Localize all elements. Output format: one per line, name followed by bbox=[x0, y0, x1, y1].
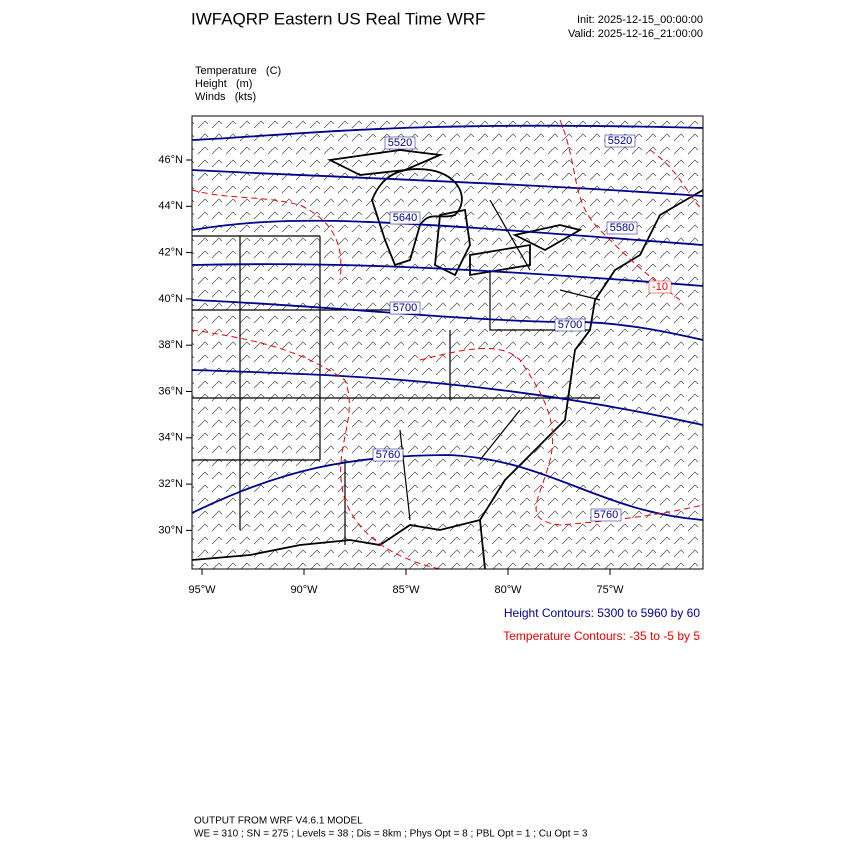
footer-model: OUTPUT FROM WRF V4.6.1 MODEL bbox=[194, 816, 363, 827]
height-contour-label: 5520 bbox=[608, 135, 632, 147]
height-contour-label: 5760 bbox=[376, 449, 400, 461]
lon-label: 75°W bbox=[596, 584, 624, 596]
coastlines bbox=[192, 149, 703, 569]
contour-label-box bbox=[372, 448, 404, 462]
temperature-legend: Temperature Contours: -35 to -5 by 5 bbox=[503, 629, 700, 643]
temperature-contour-label: -10 bbox=[652, 281, 668, 293]
lat-label: 42°N bbox=[158, 247, 183, 259]
lat-label: 34°N bbox=[158, 432, 183, 444]
height-contour-label: 5520 bbox=[388, 137, 412, 149]
contour-labels: 5520 5520 5640 5580 5700 5700 5760 5760 -10 bbox=[372, 134, 672, 522]
lat-label: 30°N bbox=[158, 524, 183, 536]
field-label: Height (m) bbox=[195, 78, 252, 90]
contour-label-box bbox=[384, 136, 416, 150]
lat-label: 36°N bbox=[158, 385, 183, 397]
contour-label-box bbox=[606, 221, 638, 235]
title: IWFAQRP Eastern US Real Time WRF bbox=[191, 9, 485, 28]
temperature-contours bbox=[192, 119, 703, 569]
contour-label-box bbox=[389, 211, 421, 225]
wind-barbs bbox=[192, 116, 703, 569]
init-time: Init: 2025-12-15_00:00:00 bbox=[577, 14, 703, 26]
lat-label: 46°N bbox=[158, 154, 183, 166]
valid-time: Valid: 2025-12-16_21:00:00 bbox=[568, 28, 703, 40]
field-label: Winds (kts) bbox=[195, 91, 256, 103]
footer-settings: WE = 310 ; SN = 275 ; Levels = 38 ; Dis … bbox=[194, 829, 588, 840]
lat-label: 32°N bbox=[158, 478, 183, 490]
contour-label-box bbox=[648, 280, 672, 294]
field-label: Temperature (C) bbox=[195, 65, 281, 77]
contour-label-box bbox=[554, 318, 586, 332]
axis-ticks: 46°N 44°N 42°N 40°N 38°N 36°N 34°N 32°N 30°N 95°W… bbox=[158, 154, 624, 596]
lat-label: 44°N bbox=[158, 200, 183, 212]
contour-label-box bbox=[389, 301, 421, 315]
map-area: 5520 5520 5640 5580 5700 5700 5760 5760 -10 bbox=[192, 116, 703, 569]
height-legend: Height Contours: 5300 to 5960 by 60 bbox=[504, 606, 700, 620]
height-contours bbox=[192, 124, 703, 521]
lat-label: 38°N bbox=[158, 339, 183, 351]
contour-label-box bbox=[590, 508, 622, 522]
height-contour-label: 5760 bbox=[594, 509, 618, 521]
contour-label-box bbox=[604, 134, 636, 148]
lon-label: 95°W bbox=[188, 584, 216, 596]
height-contour-label: 5700 bbox=[558, 319, 582, 331]
height-contour-label: 5700 bbox=[393, 302, 417, 314]
lat-label: 40°N bbox=[158, 293, 183, 305]
lon-label: 90°W bbox=[290, 584, 318, 596]
height-contour-label: 5640 bbox=[393, 212, 417, 224]
height-contour-label: 5580 bbox=[610, 222, 634, 234]
state-borders bbox=[192, 199, 601, 545]
map-frame bbox=[191, 115, 704, 570]
lon-label: 80°W bbox=[494, 584, 522, 596]
lon-label: 85°W bbox=[392, 584, 420, 596]
